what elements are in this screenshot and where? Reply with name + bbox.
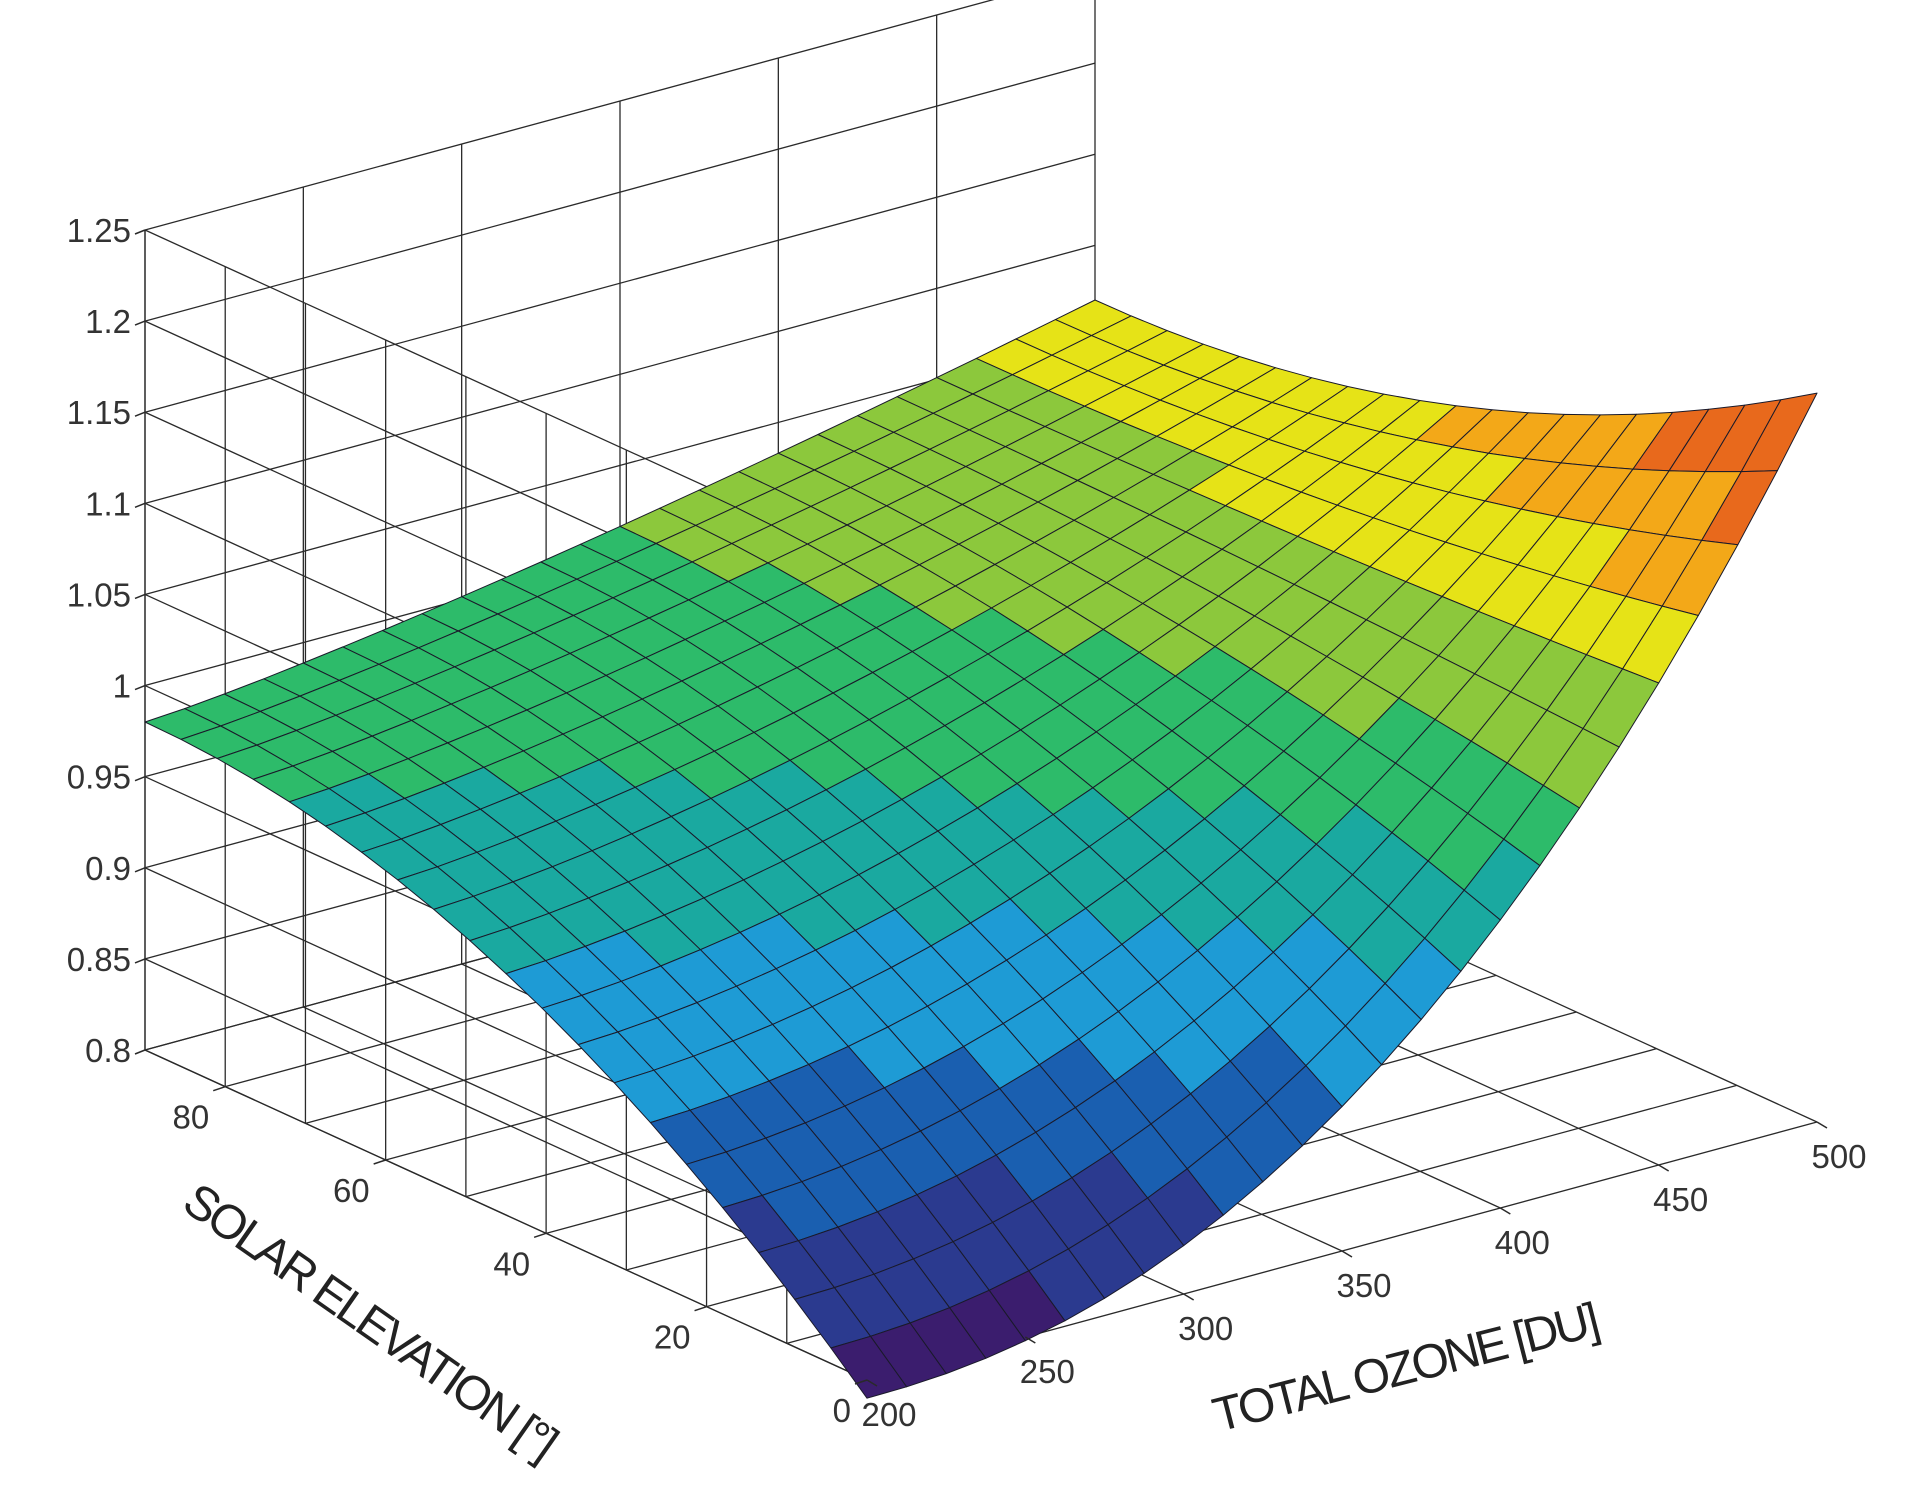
solar-elevation-axis-title: SOLAR ELEVATION [°]	[174, 1174, 565, 1470]
z-tick-label: 1.05	[67, 576, 131, 613]
x-tick-mark	[1341, 1250, 1353, 1258]
z-tick-mark	[134, 958, 146, 964]
z-tick-mark	[134, 684, 146, 691]
z-tick-mark	[134, 593, 146, 600]
x-tick-mark	[1658, 1164, 1670, 1172]
x-tick-label: 300	[1178, 1310, 1233, 1347]
z-tick-label: 0.9	[85, 850, 131, 887]
x-tick-mark	[1024, 1336, 1036, 1344]
right-wall-grid-line	[144, 153, 1096, 413]
z-tick-label: 1.25	[67, 212, 131, 249]
right-wall-grid-line	[144, 0, 995, 231]
x-tick-label: 400	[1495, 1224, 1550, 1261]
z-tick-label: 0.95	[67, 759, 131, 796]
x-tick-label: 450	[1653, 1181, 1708, 1218]
x-tick-label: 200	[861, 1396, 916, 1433]
z-tick-label: 1	[113, 668, 131, 705]
x-tick-mark	[1816, 1121, 1828, 1129]
x-tick-mark	[1499, 1207, 1511, 1215]
y-tick-mark	[694, 1305, 707, 1312]
y-tick-label: 0	[833, 1392, 851, 1429]
y-tick-mark	[212, 1085, 226, 1092]
axis-labels: 0.8 0.85 0.9 0.95 1 1.05 1.1 1.15 1.2 1.25 0 20 40 60…	[67, 212, 1867, 1433]
x-tick-mark	[866, 1379, 878, 1387]
x-tick-mark	[1183, 1293, 1195, 1301]
y-tick-mark	[373, 1159, 386, 1165]
z-tick-mark	[134, 867, 146, 873]
z-tick-mark	[134, 1049, 146, 1055]
y-tick-label: 40	[493, 1245, 530, 1282]
z-tick-mark	[134, 320, 146, 326]
z-tick-mark	[134, 229, 146, 235]
right-wall-grid-line	[144, 244, 1096, 504]
ozone-axis-title: TOTAL OZONE [DU]	[1208, 1294, 1603, 1443]
z-tick-label: 0.8	[85, 1032, 131, 1069]
y-tick-label: 60	[333, 1172, 370, 1209]
x-tick-label: 350	[1336, 1267, 1391, 1304]
left-wall-grid-line	[144, 1049, 868, 1381]
z-tick-label: 0.85	[67, 941, 131, 978]
z-tick-label: 1.2	[85, 303, 131, 340]
y-tick-label: 20	[654, 1319, 691, 1356]
z-tick-mark	[134, 411, 146, 417]
right-wall-grid-line	[144, 62, 1096, 322]
z-tick-label: 1.15	[67, 394, 131, 431]
z-tick-mark	[134, 502, 146, 509]
y-tick-label: 80	[173, 1099, 210, 1136]
z-tick-label: 1.1	[85, 485, 131, 522]
z-tick-mark	[134, 775, 146, 782]
y-tick-mark	[854, 1379, 868, 1385]
y-tick-mark	[533, 1232, 547, 1239]
x-tick-label: 250	[1020, 1353, 1075, 1390]
x-tick-label: 500	[1811, 1138, 1866, 1175]
surface-plot	[144, 299, 1818, 1399]
surface-cell	[830, 1335, 908, 1399]
